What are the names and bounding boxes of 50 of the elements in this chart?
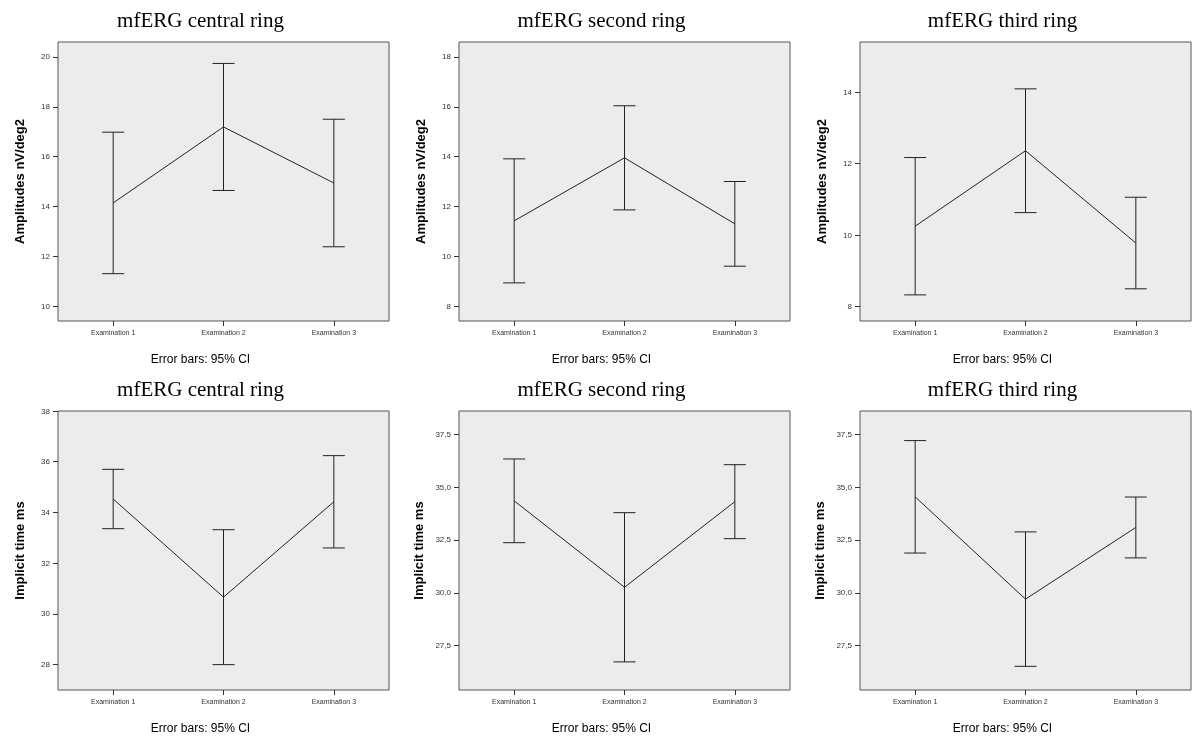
y-tick-label: 14 xyxy=(442,152,452,162)
y-tick-label: 32,5 xyxy=(435,535,452,545)
y-tick-label: 8 xyxy=(446,301,452,311)
y-axis-title: Implicit time ms xyxy=(12,501,27,600)
text: Error bars: 95% CI xyxy=(150,352,251,366)
text: Error bars: 95% CI xyxy=(551,352,652,366)
y-tick-label: 16 xyxy=(442,102,452,112)
y-tick-label: 18 xyxy=(41,102,51,112)
chart-title: mfERG third ring xyxy=(927,376,1078,401)
y-tick-label: 10 xyxy=(843,230,853,240)
chart-title: mfERG central ring xyxy=(117,7,285,32)
y-axis-title: Implicit time ms xyxy=(811,501,827,600)
y-tick-label: 32,5 xyxy=(836,535,853,545)
y-tick-label: 35,0 xyxy=(435,482,452,492)
y-axis-title: Implicit time ms xyxy=(410,501,426,600)
y-tick-label: 10 xyxy=(41,301,51,311)
text: Error bars: 95% CI xyxy=(150,721,251,735)
y-tick-label: 38 xyxy=(41,406,51,416)
y-tick-label: 37,5 xyxy=(836,429,853,439)
y-tick-label: 14 xyxy=(843,87,853,97)
y-axis-title: Amplitudes nV/deg2 xyxy=(413,119,428,244)
y-tick-label: 18 xyxy=(442,52,452,62)
y-tick-label: 20 xyxy=(41,52,51,62)
y-tick-label: 16 xyxy=(41,152,51,162)
text: Error bars: 95% CI xyxy=(952,352,1053,366)
y-tick-label: 12 xyxy=(843,159,853,169)
y-axis-title: Amplitudes nV/deg2 xyxy=(814,119,829,244)
y-tick-label: 14 xyxy=(41,201,51,211)
y-tick-label: 30 xyxy=(41,609,51,619)
y-tick-label: 36 xyxy=(41,457,51,467)
chart-title: mfERG second ring xyxy=(517,376,686,401)
y-tick-label: 28 xyxy=(41,660,51,670)
y-tick-label: 37,5 xyxy=(435,429,452,439)
chart-title: mfERG third ring xyxy=(927,7,1078,32)
y-tick-label: 10 xyxy=(442,251,452,261)
y-axis-title: Amplitudes nV/deg2 xyxy=(12,119,27,244)
text: Error bars: 95% CI xyxy=(551,721,652,735)
y-tick-label: 27,5 xyxy=(435,641,452,651)
chart-title: mfERG central ring xyxy=(117,376,285,401)
y-tick-label: 32 xyxy=(41,558,51,568)
y-tick-label: 12 xyxy=(442,201,452,211)
y-tick-label: 30,0 xyxy=(435,588,452,598)
y-tick-label: 34 xyxy=(41,507,51,517)
y-tick-label: 12 xyxy=(41,251,51,261)
chart-title: mfERG second ring xyxy=(517,7,686,32)
y-tick-label: 30,0 xyxy=(836,588,853,598)
y-tick-label: 27,5 xyxy=(836,641,853,651)
y-tick-label: 8 xyxy=(847,302,853,312)
y-tick-label: 35,0 xyxy=(836,482,853,492)
text: Error bars: 95% CI xyxy=(952,721,1053,735)
